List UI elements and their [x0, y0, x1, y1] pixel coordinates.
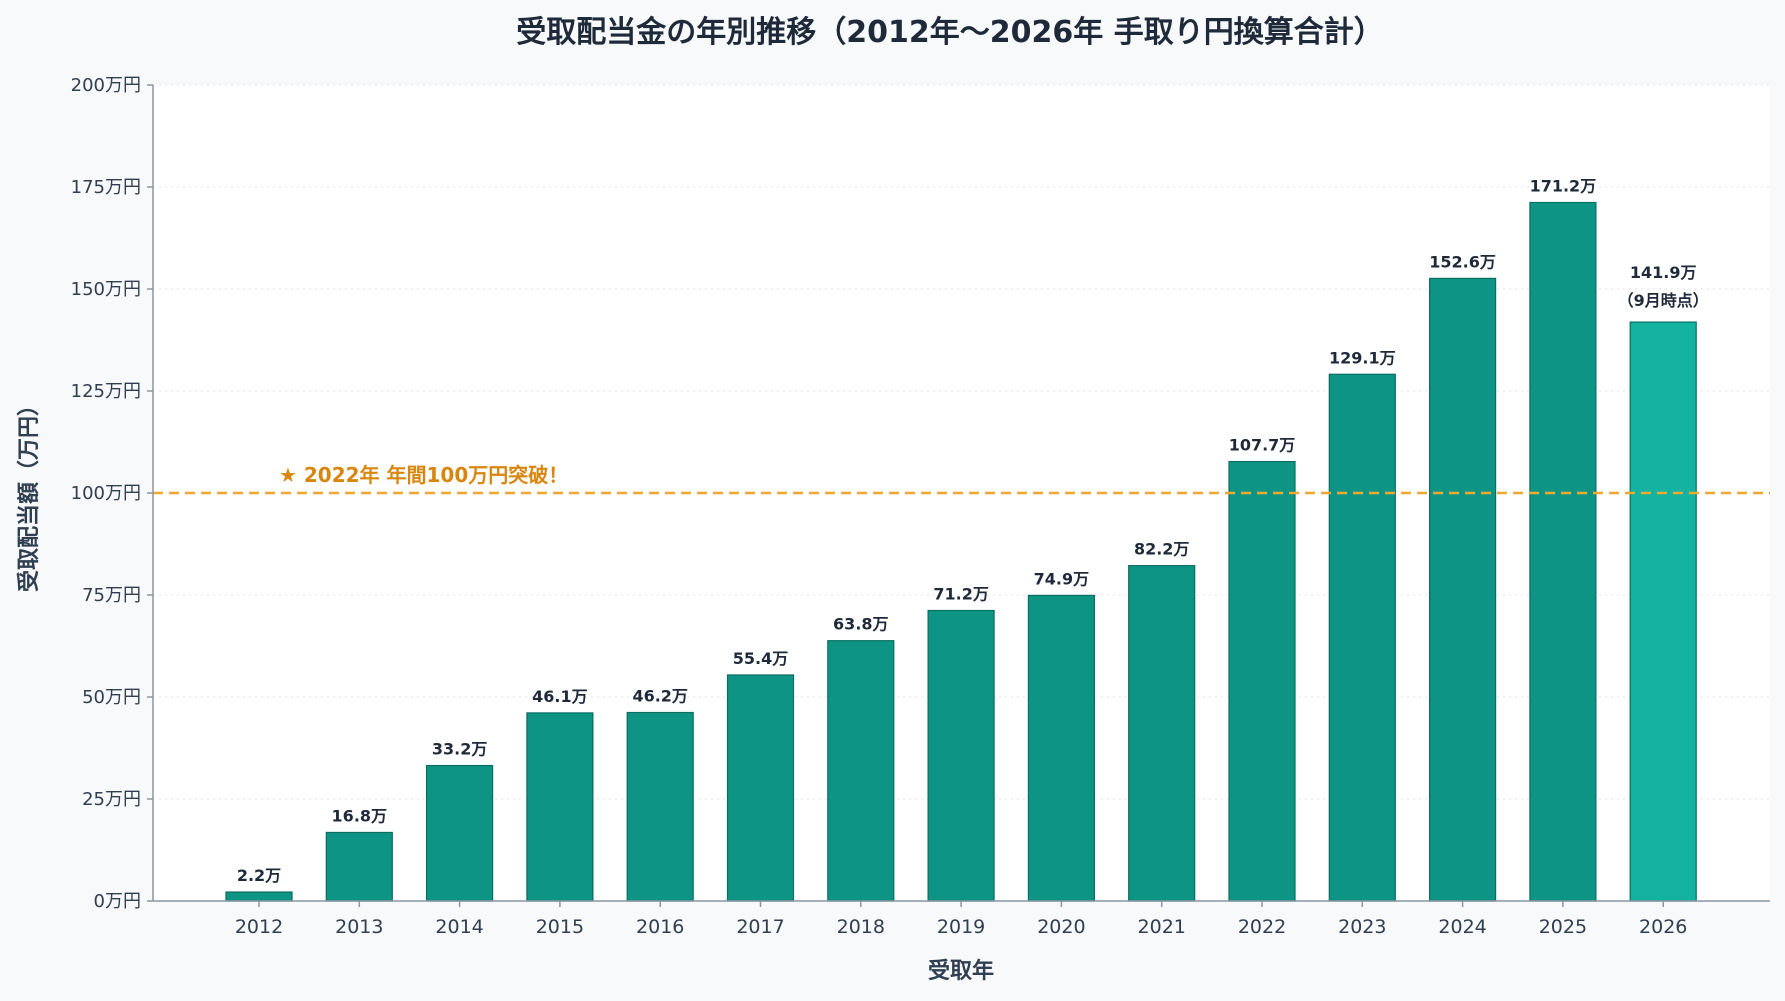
bar-2026	[1629, 321, 1697, 902]
x-axis-label: 受取年	[928, 958, 994, 984]
data-label: 141.9万	[1630, 263, 1697, 282]
y-tick-label: 50万円	[82, 687, 141, 708]
bar-2022	[1228, 460, 1296, 902]
data-label: 74.9万	[1034, 569, 1089, 588]
data-label: 46.1万	[532, 687, 587, 706]
x-axis: 2012 2013 2014 2015 2016 2017 2018 2019 2020 2021…	[235, 901, 1687, 938]
y-tick-label: 25万円	[82, 789, 141, 810]
bar-2013	[325, 831, 393, 902]
x-tick-label: 2015	[536, 916, 584, 938]
x-tick-label: 2017	[736, 916, 784, 938]
bar-2025	[1529, 201, 1597, 902]
bar-2018	[827, 640, 895, 902]
bar-2023	[1328, 373, 1396, 902]
y-tick-label: 150万円	[71, 279, 141, 300]
y-tick-label: 0万円	[94, 891, 141, 912]
data-label: 46.2万	[632, 687, 687, 706]
x-tick-label: 2016	[636, 916, 684, 938]
data-label: 63.8万	[833, 615, 888, 634]
bar-2020	[1027, 594, 1096, 902]
x-tick-label: 2018	[837, 916, 885, 938]
bar-2021	[1128, 565, 1196, 902]
data-label: 82.2万	[1134, 540, 1189, 559]
x-tick-label: 2024	[1438, 916, 1486, 938]
x-tick-label: 2023	[1338, 916, 1386, 938]
data-label-note: （9月時点）	[1618, 291, 1709, 310]
bar-2017	[726, 674, 795, 902]
x-tick-label: 2014	[435, 916, 483, 938]
y-tick-label: 175万円	[71, 177, 141, 198]
bars	[225, 201, 1697, 902]
bar-2024	[1428, 277, 1497, 902]
reference-line-group: ★ 2022年 年間100万円突破！	[153, 463, 1770, 495]
y-axis: 0万円 25万円 50万円 75万円 100万円 125万円 150万円 175万円 200万円	[71, 75, 153, 912]
chart-title: 受取配当金の年別推移（2012年〜2026年 手取り円換算合計）	[516, 15, 1383, 50]
data-label: 71.2万	[933, 585, 988, 604]
data-labels: 2.2万 16.8万 33.2万 46.1万 46.2万 55.4万 63.8万 71.2万 7…	[237, 177, 1709, 886]
data-label: 107.7万	[1229, 436, 1296, 455]
x-tick-label: 2022	[1238, 916, 1286, 938]
y-tick-label: 100万円	[71, 483, 141, 504]
reference-line-label: ★ 2022年 年間100万円突破！	[279, 463, 568, 487]
bar-2016	[626, 711, 694, 902]
bar-2019	[927, 609, 995, 902]
bar-2015	[526, 712, 594, 902]
x-tick-label: 2019	[937, 916, 985, 938]
data-label: 129.1万	[1329, 348, 1396, 367]
data-label: 33.2万	[432, 740, 487, 759]
x-tick-label: 2020	[1037, 916, 1085, 938]
x-tick-label: 2013	[335, 916, 383, 938]
x-tick-label: 2026	[1639, 916, 1687, 938]
y-tick-label: 125万円	[71, 381, 141, 402]
bar-2012	[225, 891, 293, 902]
data-label: 171.2万	[1530, 177, 1597, 196]
data-label: 2.2万	[237, 866, 281, 885]
x-tick-label: 2012	[235, 916, 283, 938]
x-tick-label: 2025	[1539, 916, 1587, 938]
x-tick-label: 2021	[1138, 916, 1186, 938]
y-axis-label: 受取配当額（万円）	[16, 394, 42, 592]
data-label: 55.4万	[733, 649, 788, 668]
bar-2014	[426, 764, 494, 902]
data-label: 16.8万	[332, 806, 387, 825]
y-tick-label: 200万円	[71, 75, 141, 96]
y-tick-label: 75万円	[82, 585, 141, 606]
data-label: 152.6万	[1429, 252, 1496, 271]
